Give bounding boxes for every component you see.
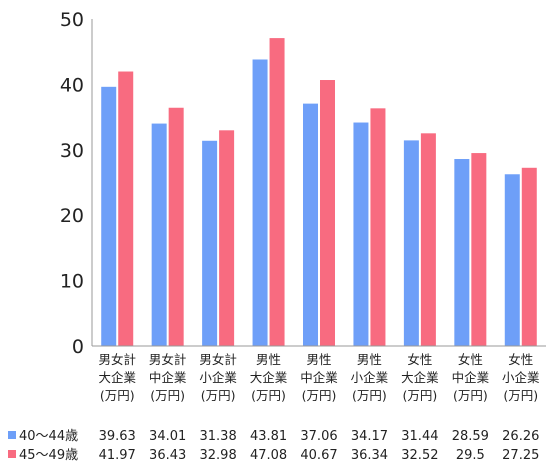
legend-label: 45～49歳 — [19, 448, 78, 463]
bar-series-2-2 — [168, 107, 184, 346]
category-label: 小企業 — [351, 370, 389, 385]
bar-series-1-4 — [252, 59, 268, 346]
bar-series-2-5 — [320, 80, 335, 347]
data-table-value: 36.34 — [351, 448, 388, 463]
bar-series-2-7 — [420, 133, 436, 346]
bar-series-1-1 — [101, 86, 117, 347]
category-label: 大企業 — [98, 370, 136, 385]
category-label: (万円) — [201, 388, 236, 403]
bar-series-1-2 — [151, 123, 167, 346]
category-label: 女性 — [508, 352, 533, 367]
x-axis: 男女計大企業(万円)男女計中企業(万円)男女計小企業(万円)男性大企業(万円)男… — [92, 345, 546, 403]
y-tick-label: 50 — [60, 9, 84, 31]
category-label: 大企業 — [250, 370, 288, 385]
data-table-value: 43.81 — [250, 429, 287, 444]
data-table-value: 37.06 — [300, 429, 337, 444]
data-table-value: 47.08 — [250, 448, 287, 463]
category-label: (万円) — [251, 388, 286, 403]
data-table-value: 26.26 — [502, 429, 539, 444]
category-label: (万円) — [100, 388, 135, 403]
y-tick-label: 0 — [72, 336, 84, 358]
bars — [101, 38, 537, 347]
category-label: 男性 — [306, 352, 331, 367]
category-label: 男女計 — [149, 352, 187, 367]
bar-series-2-8 — [471, 153, 487, 346]
bar-series-2-3 — [219, 130, 235, 346]
data-table-value: 34.01 — [149, 429, 186, 444]
bar-series-2-1 — [118, 71, 134, 346]
legend-swatch — [8, 450, 16, 458]
y-tick-label: 10 — [60, 271, 84, 293]
category-label: 男女計 — [98, 352, 136, 367]
y-tick-label: 40 — [60, 74, 84, 96]
bar-series-1-5 — [303, 103, 318, 347]
category-label: 男性 — [256, 352, 281, 367]
category-label: (万円) — [302, 388, 337, 403]
legend-swatch — [8, 431, 16, 439]
bar-series-1-3 — [202, 140, 218, 346]
category-label: 中企業 — [300, 370, 338, 385]
data-table: 40～44歳 39.63 34.01 31.38 43.81 37.06 34.17 31.4… — [8, 429, 539, 463]
data-table-value: 28.59 — [452, 429, 489, 444]
category-label: 男性 — [357, 352, 382, 367]
bar-series-2-9 — [521, 167, 537, 346]
bar-series-1-8 — [454, 159, 470, 346]
category-label: 大企業 — [401, 370, 439, 385]
category-label: 女性 — [407, 352, 432, 367]
data-table-value: 41.97 — [99, 448, 136, 463]
category-label: 中企業 — [149, 370, 187, 385]
category-label: 小企業 — [199, 370, 237, 385]
data-table-value: 31.38 — [200, 429, 237, 444]
data-table-value: 32.52 — [401, 448, 438, 463]
category-label: 男女計 — [199, 352, 237, 367]
bar-series-2-6 — [370, 108, 386, 347]
bar-series-1-9 — [504, 174, 520, 346]
data-table-value: 39.63 — [99, 429, 136, 444]
category-label: (万円) — [453, 388, 488, 403]
data-table-value: 29.5 — [456, 448, 485, 463]
category-label: (万円) — [150, 388, 185, 403]
data-table-value: 31.44 — [401, 429, 438, 444]
category-label: 小企業 — [502, 370, 540, 385]
data-table-value: 40.67 — [300, 448, 337, 463]
data-table-value: 36.43 — [149, 448, 186, 463]
y-tick-label: 20 — [60, 205, 84, 227]
category-label: 女性 — [458, 352, 483, 367]
bar-series-2-4 — [269, 38, 285, 346]
y-axis: 0 10 20 30 40 50 — [60, 9, 93, 358]
data-table-value: 34.17 — [351, 429, 388, 444]
category-label: (万円) — [403, 388, 438, 403]
data-table-value: 27.25 — [502, 448, 539, 463]
data-table-value: 32.98 — [200, 448, 237, 463]
category-label: 中企業 — [452, 370, 490, 385]
legend-label: 40～44歳 — [19, 429, 78, 444]
bar-series-1-6 — [353, 122, 369, 346]
category-label: (万円) — [503, 388, 538, 403]
y-tick-label: 30 — [60, 140, 84, 162]
bar-series-1-7 — [403, 140, 419, 346]
category-label: (万円) — [352, 388, 387, 403]
